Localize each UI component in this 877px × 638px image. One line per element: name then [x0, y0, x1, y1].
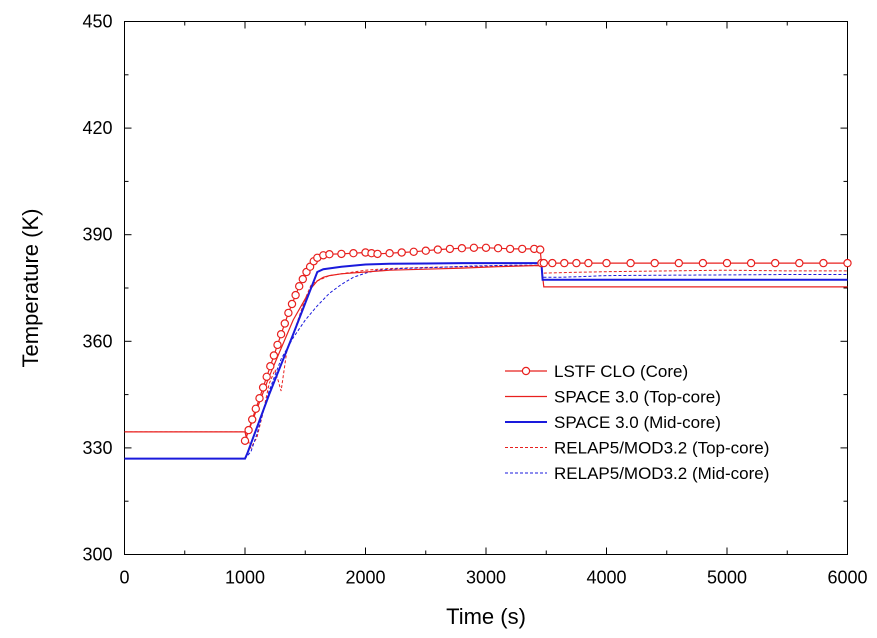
- data-point: [240, 436, 250, 445]
- legend-marker: [521, 366, 531, 376]
- x-tick-label: 5000: [707, 568, 747, 588]
- data-point: [298, 274, 307, 284]
- data-point: [457, 243, 467, 253]
- data-point: [287, 299, 297, 309]
- y-tick-label: 330: [82, 438, 112, 458]
- data-point: [421, 246, 430, 255]
- data-point: [269, 351, 279, 360]
- data-point: [626, 258, 635, 268]
- y-axis-title: Temperature (K): [18, 209, 43, 368]
- data-point: [295, 282, 304, 291]
- series-line-0: [244, 247, 848, 441]
- series-line-2: [124, 262, 848, 460]
- data-point: [266, 362, 275, 371]
- data-point: [572, 258, 581, 268]
- data-point: [445, 244, 455, 254]
- data-point: [560, 258, 569, 268]
- y-tick-label: 300: [82, 545, 112, 565]
- data-point: [481, 243, 491, 252]
- data-point: [819, 258, 828, 268]
- data-point: [584, 258, 593, 268]
- data-point: [433, 245, 442, 254]
- x-tick-label: 0: [119, 568, 129, 588]
- data-point: [698, 258, 708, 268]
- legend-label-0: LSTF CLO (Core): [554, 362, 688, 381]
- data-point: [493, 243, 503, 253]
- legend-label-3: RELAP5/MOD3.2 (Top-core): [554, 439, 769, 458]
- x-tick-label: 3000: [466, 568, 506, 588]
- data-point: [284, 308, 293, 318]
- data-point: [518, 244, 527, 254]
- data-point: [539, 258, 549, 268]
- data-point: [255, 394, 264, 403]
- data-point: [674, 258, 684, 268]
- legend-label-1: SPACE 3.0 (Top-core): [554, 388, 721, 407]
- data-point: [650, 258, 659, 268]
- data-point: [251, 404, 260, 413]
- legend-label-4: RELAP5/MOD3.2 (Mid-core): [554, 464, 769, 483]
- x-axis-title: Time (s): [446, 604, 526, 629]
- data-point: [325, 249, 334, 259]
- series-line-4: [124, 264, 848, 460]
- data-point: [795, 258, 804, 268]
- series-layer: [124, 243, 852, 460]
- data-point: [247, 415, 257, 424]
- legend-label-2: SPACE 3.0 (Mid-core): [554, 413, 721, 432]
- data-point: [771, 258, 780, 268]
- data-point: [746, 258, 756, 268]
- x-tick-label: 6000: [827, 568, 867, 588]
- y-tick-label: 420: [82, 118, 112, 138]
- series-line-1: [124, 265, 848, 440]
- x-tick-label: 1000: [225, 568, 265, 588]
- data-point: [273, 340, 282, 350]
- data-point: [337, 249, 346, 259]
- series-line-3: [124, 265, 848, 450]
- data-point: [291, 290, 300, 300]
- data-point: [244, 425, 253, 435]
- data-point: [843, 258, 852, 268]
- data-point: [548, 258, 557, 268]
- y-tick-label: 450: [82, 12, 112, 32]
- data-point: [536, 245, 545, 254]
- data-point: [385, 248, 394, 258]
- data-point: [258, 383, 268, 392]
- legend: LSTF CLO (Core) SPACE 3.0 (Top-core) SPACE…: [505, 362, 769, 483]
- x-tick-label: 2000: [345, 568, 385, 588]
- x-tick-label: 4000: [586, 568, 626, 588]
- data-point: [397, 248, 406, 257]
- data-point: [722, 258, 732, 268]
- data-point: [349, 248, 358, 258]
- data-point: [469, 243, 479, 252]
- data-point: [373, 249, 382, 259]
- data-point: [262, 372, 271, 381]
- axis-ticks: 0 1000 2000 3000 4000 5000 6000 300 330 360 390 420…: [82, 12, 867, 588]
- data-point: [280, 319, 289, 328]
- data-point: [409, 247, 418, 256]
- data-point: [602, 258, 611, 268]
- data-point: [505, 244, 515, 254]
- y-tick-label: 390: [82, 225, 112, 245]
- y-tick-label: 360: [82, 331, 112, 351]
- data-point: [276, 330, 286, 339]
